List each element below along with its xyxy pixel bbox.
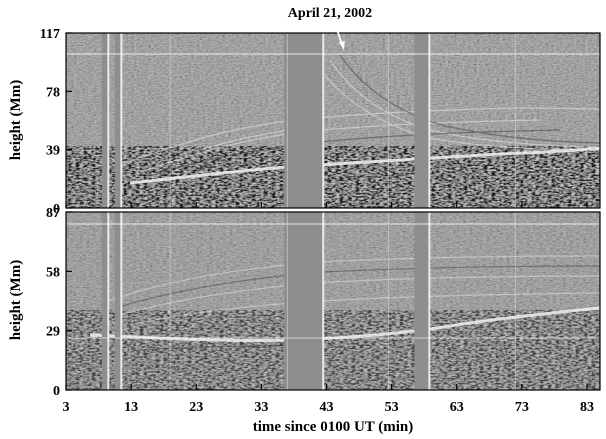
top-panel-bright-edge (129, 146, 600, 185)
bottom-panel-bright-edge (89, 306, 600, 343)
data-gap (114, 33, 122, 208)
top-panel-x-tickmarks (65, 202, 588, 208)
top-panel-data-gaps (101, 33, 431, 208)
data-gap (101, 33, 109, 208)
bottom-panel-dark-band (66, 310, 600, 390)
x-axis-ticks: 3 13 23 33 43 53 63 73 83 (63, 384, 594, 415)
top-panel-frame (65, 32, 601, 209)
top-panel-vertical-grid (169, 33, 516, 208)
x-axis-label: time since 0100 UT (min) (253, 419, 414, 435)
y-tick-label: 0 (53, 202, 60, 217)
y-tick-label: 39 (46, 144, 60, 159)
x-tick-label: 33 (254, 400, 268, 415)
y-tick-label: 117 (40, 27, 60, 42)
x-tick-label: 3 (63, 400, 70, 415)
data-gap (101, 212, 109, 390)
x-tick-label: 63 (450, 400, 464, 415)
top-panel-y-ticks: 0 39 78 117 (40, 27, 72, 217)
figure-title: April 21, 2002 (288, 6, 372, 21)
top-panel-ylabel: height (Mm) (8, 80, 24, 160)
bottom-panel-frame (65, 211, 601, 391)
data-gap (114, 212, 122, 390)
y-tick-label: 78 (46, 85, 60, 100)
data-gap (414, 33, 430, 208)
y-tick-label: 0 (53, 384, 60, 399)
data-gap (284, 33, 324, 208)
y-tick-label: 87 (46, 206, 60, 221)
y-tick-label: 58 (46, 265, 60, 280)
bottom-panel-data-gaps (101, 212, 431, 390)
bottom-panel-vertical-grid (169, 212, 516, 390)
bottom-panel-ylabel: height (Mm) (8, 260, 24, 340)
y-tick-label: 29 (46, 325, 60, 340)
data-gap (284, 212, 324, 390)
arrow-annotation (335, 28, 345, 50)
top-panel: 0 39 78 117 height (Mm) (8, 27, 601, 217)
bottom-panel: 0 29 58 87 3 13 23 33 43 53 63 73 83 height (Mm) (8, 206, 601, 415)
x-tick-label: 73 (515, 400, 529, 415)
x-tick-label: 13 (124, 400, 138, 415)
x-tick-label: 53 (385, 400, 399, 415)
x-tick-label: 43 (319, 400, 333, 415)
x-tick-label: 83 (580, 400, 594, 415)
top-panel-dark-band (66, 146, 600, 208)
bottom-panel-y-ticks: 0 29 58 87 (46, 206, 72, 399)
x-tick-label: 23 (189, 400, 203, 415)
data-gap (414, 212, 430, 390)
